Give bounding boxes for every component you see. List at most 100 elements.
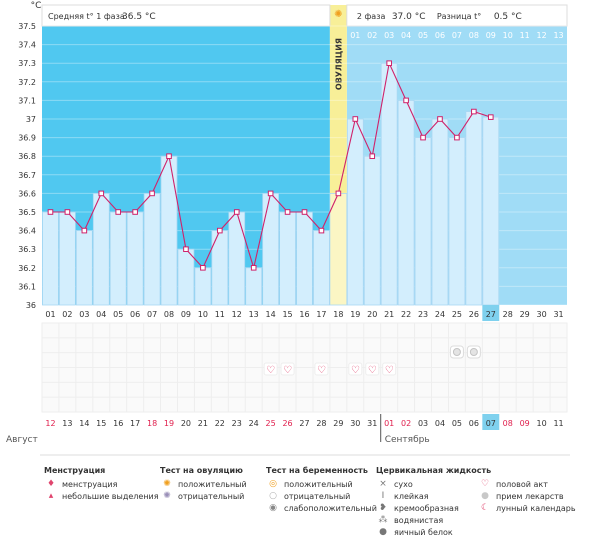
temperature-bar <box>42 211 59 306</box>
cycle-day-label: 04 <box>401 31 411 40</box>
day-label: 04 <box>96 310 106 319</box>
temperature-bar <box>126 211 144 306</box>
egg-white-icon: ● <box>379 527 387 537</box>
temperature-point <box>64 209 71 215</box>
legend-other: ♡ половой акт ● прием лекарств ☾ лунный кал… <box>478 478 576 514</box>
day-label: 24 <box>435 310 445 319</box>
calendar-date: 26 <box>282 419 292 428</box>
drop-icon: ▴ <box>48 491 54 501</box>
dry-icon: × <box>379 479 387 489</box>
temperature-bar <box>92 192 110 306</box>
day-label: 27 <box>486 310 496 319</box>
legend-pregnancy-test-title: Тест на беременность <box>266 466 368 475</box>
month-label-left: Август <box>6 435 38 445</box>
y-tick-label: 36.8 <box>18 152 36 161</box>
calendar-date: 13 <box>62 419 72 428</box>
temperature-bar <box>313 230 330 306</box>
day-label: 12 <box>232 310 242 319</box>
test-positive-icon: ◎ <box>269 479 277 489</box>
temperature-point <box>250 265 257 271</box>
diff-value: 0.5 °C <box>494 12 522 22</box>
day-label: 18 <box>333 310 343 319</box>
y-tick-label: 36.3 <box>18 245 36 254</box>
legend-item-label: сухо <box>394 479 413 489</box>
temperature-bar <box>109 211 127 306</box>
calendar-date: 31 <box>367 419 377 428</box>
moon-icon: ☾ <box>480 503 490 513</box>
temperature-point <box>166 153 172 159</box>
temperature-bar <box>296 211 313 306</box>
temperature-point <box>233 209 240 215</box>
day-label: 07 <box>147 310 157 319</box>
day-label: 01 <box>45 310 55 319</box>
day-label: 06 <box>130 310 140 319</box>
calendar-date: 06 <box>469 419 479 428</box>
calendar-date: 08 <box>503 419 513 428</box>
creamy-icon: ❥ <box>379 503 387 513</box>
day-label: 31 <box>553 310 563 319</box>
temperature-bar <box>194 267 212 306</box>
heart-icon: ♡ <box>480 479 490 489</box>
day-label: 21 <box>384 310 394 319</box>
day-label: 15 <box>282 310 292 319</box>
y-tick-label: 37 <box>26 115 36 124</box>
phase2-header <box>346 4 568 27</box>
day-label: 26 <box>469 310 479 319</box>
temperature-bar <box>346 118 364 306</box>
y-tick-label: 37.2 <box>18 78 36 87</box>
legend-item-label: прием лекарств <box>496 491 564 501</box>
day-label: 25 <box>452 310 462 319</box>
y-tick-label: 37.5 <box>18 22 36 31</box>
temperature-point <box>420 134 426 141</box>
calendar-date: 02 <box>401 419 411 428</box>
cycle-day-label: 11 <box>520 31 530 40</box>
y-tick-label: 36.7 <box>18 171 36 180</box>
diff-label: Разница t° <box>437 12 481 21</box>
temperature-point <box>115 209 122 215</box>
ovulation-label: ОВУЛЯЦИЯ <box>334 38 343 90</box>
day-label: 02 <box>62 310 72 319</box>
legend-menstruation: Менструация ♦ менструация ▴ небольшие выде… <box>44 466 159 502</box>
temperature-point <box>301 209 308 215</box>
pill-icon <box>452 348 461 356</box>
heart-icon: ♡ <box>351 365 360 376</box>
temperature-bar <box>465 111 483 306</box>
calendar-date: 22 <box>215 419 225 428</box>
heart-icon: ♡ <box>385 365 394 376</box>
temperature-bar <box>59 211 76 306</box>
calendar-date: 17 <box>130 419 140 428</box>
heart-cell <box>348 362 363 376</box>
calendar-date: 24 <box>249 419 259 428</box>
calendar-date: 27 <box>299 419 309 428</box>
heart-cell <box>280 362 295 376</box>
temperature-bar <box>160 155 178 306</box>
calendar-date: 04 <box>435 419 445 428</box>
y-tick-label: 36.4 <box>18 227 36 236</box>
cycle-day-label: 07 <box>452 31 462 40</box>
legend-item: ▴ небольшие выделения <box>44 490 159 502</box>
cycle-day-label: 06 <box>435 31 445 40</box>
heart-cell <box>382 362 397 376</box>
temperature-bar <box>329 192 348 306</box>
legend-item-label: водянистая <box>394 515 444 525</box>
legend-item-label: небольшие выделения <box>62 491 159 501</box>
day-label: 29 <box>520 310 530 319</box>
legend-item: ♡ половой акт <box>478 478 576 490</box>
calendar-date: 05 <box>452 419 462 428</box>
cycle-day-label: 08 <box>469 31 479 40</box>
calendar-date: 19 <box>164 419 174 428</box>
calendar-date: 15 <box>96 419 106 428</box>
legend-item: ✺ положительный <box>160 478 246 490</box>
day-label: 16 <box>299 310 309 319</box>
day-label: 19 <box>350 310 360 319</box>
pill-icon: ● <box>481 491 489 501</box>
temperature-bar <box>448 137 466 306</box>
phase1-label: Средняя t° 1 фаза <box>48 12 125 21</box>
legend-item: ⁂ водянистая <box>376 514 491 526</box>
cycle-day-label: 10 <box>503 31 513 40</box>
temperature-point <box>284 209 291 215</box>
calendar-date: 12 <box>45 419 55 428</box>
